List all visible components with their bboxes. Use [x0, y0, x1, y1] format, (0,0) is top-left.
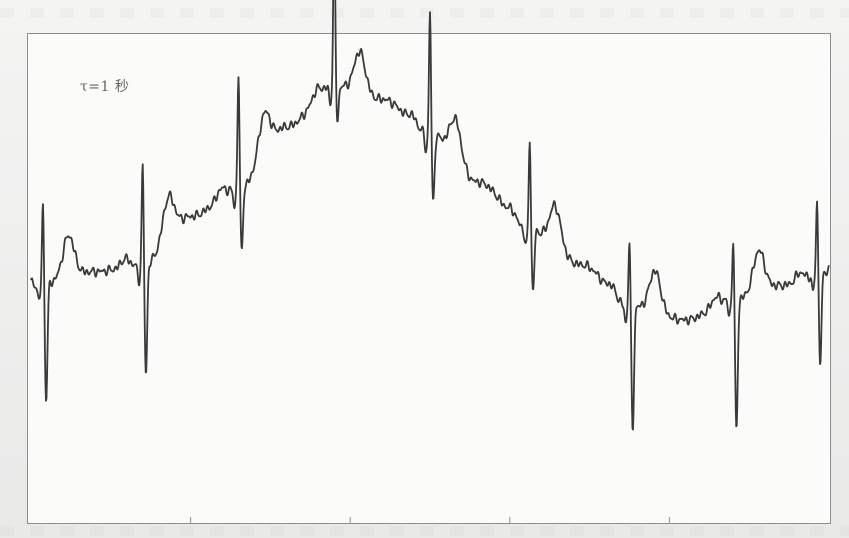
r-peak-4	[429, 11, 431, 13]
r-peak-5	[529, 141, 531, 144]
ecg-trace-layer	[30, 0, 830, 431]
r-peak-2	[237, 76, 240, 78]
bleed-through-top	[0, 8, 849, 18]
r-peak-0	[42, 203, 44, 205]
time-constant-label: τ=1 秒	[80, 79, 130, 95]
bleed-through-bottom	[0, 526, 849, 536]
r-peak-1	[142, 163, 144, 165]
r-peak-6	[628, 242, 631, 245]
x-axis-ticks	[190, 517, 670, 523]
r-peak-8	[816, 200, 818, 203]
r-peak-7	[732, 243, 734, 245]
ecg-series-line	[30, 0, 830, 431]
